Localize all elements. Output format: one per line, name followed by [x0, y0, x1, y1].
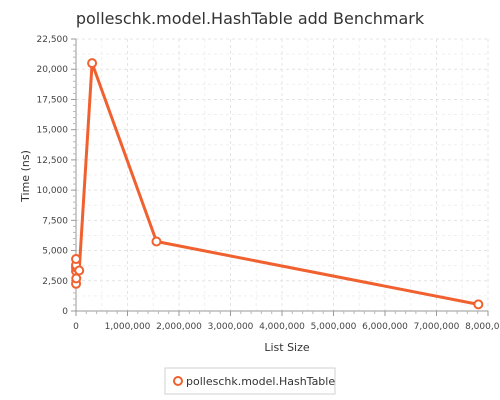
- data-point[interactable]: [72, 274, 80, 282]
- y-tick-label: 22,500: [37, 35, 69, 45]
- y-axis: 0 2,500 5,000 7,500 10,000 12,500 15,000 17,500…: [37, 35, 77, 317]
- y-tick-label: 10,000: [37, 186, 69, 196]
- legend-marker-icon: [174, 377, 182, 385]
- legend[interactable]: polleschk.model.HashTable: [165, 368, 335, 394]
- y-tick-label: 15,000: [37, 126, 69, 136]
- y-tick-label: 7,500: [42, 216, 68, 226]
- x-axis-label: List Size: [264, 341, 310, 354]
- x-tick-label: 1,000,000: [105, 322, 151, 332]
- data-point[interactable]: [88, 59, 96, 67]
- data-point[interactable]: [75, 267, 83, 275]
- chart-title: polleschk.model.HashTable add Benchmark: [76, 9, 425, 28]
- y-tick-label: 0: [62, 307, 68, 317]
- x-tick-label: 0: [73, 322, 79, 332]
- x-axis: 0 1,000,000 2,000,000 3,000,000 4,000,000 5,0…: [73, 311, 500, 332]
- data-point[interactable]: [474, 300, 482, 308]
- y-tick-label: 5,000: [42, 247, 68, 257]
- data-point[interactable]: [152, 237, 160, 245]
- x-tick-label: 2,000,000: [156, 322, 202, 332]
- x-tick-label: 3,000,000: [208, 322, 254, 332]
- grid: [76, 39, 488, 311]
- y-tick-label: 12,500: [37, 156, 69, 166]
- y-axis-label: Time (ns): [19, 150, 32, 203]
- x-tick-label: 6,000,000: [362, 322, 408, 332]
- y-tick-label: 2,500: [42, 277, 68, 287]
- x-tick-label: 5,000,000: [311, 322, 357, 332]
- legend-label: polleschk.model.HashTable: [186, 375, 335, 388]
- x-tick-label: 8,000,000: [465, 322, 500, 332]
- y-tick-label: 17,500: [37, 95, 69, 105]
- x-tick-label: 7,000,000: [414, 322, 460, 332]
- data-point[interactable]: [72, 255, 80, 263]
- x-tick-label: 4,000,000: [259, 322, 305, 332]
- y-tick-label: 20,000: [37, 65, 69, 75]
